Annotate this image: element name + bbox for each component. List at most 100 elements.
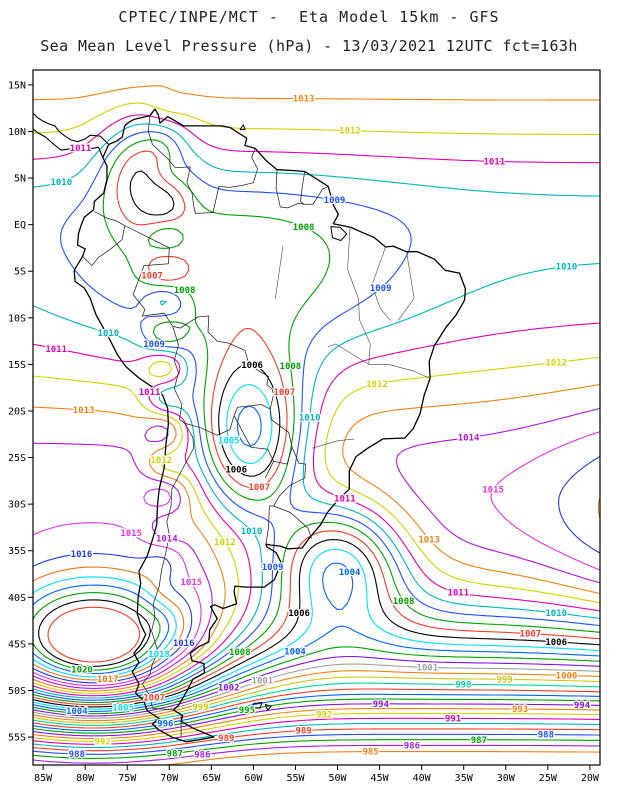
contour-line-995 [32, 698, 601, 734]
island [330, 226, 348, 242]
contour-label-1014: 1014 [156, 535, 178, 545]
contour-label-1015: 1015 [120, 529, 142, 539]
contour-line-1014 [32, 407, 601, 689]
contour-label-1012: 1012 [214, 538, 236, 548]
contour-label-1010: 1010 [299, 414, 321, 424]
contour-label-992: 992 [94, 737, 110, 747]
contour-label-1009: 1009 [370, 284, 392, 294]
contour-label-1010: 1010 [98, 329, 120, 339]
country-border [280, 186, 329, 209]
country-border [184, 404, 271, 436]
contour-label-1016: 1016 [71, 550, 93, 560]
contour-label-1006: 1006 [241, 361, 263, 371]
lat-tick-label: 5N [14, 174, 26, 185]
map-title-model: CPTEC/INPE/MCT - Eta Model 15km - GFS [118, 8, 500, 26]
contour-label-992: 992 [316, 710, 332, 720]
lon-tick-label: 70W [160, 773, 179, 784]
contour-layer [32, 85, 601, 766]
contour-label-1011: 1011 [334, 495, 356, 505]
contour-line-987 [32, 739, 601, 759]
geo-layer [32, 108, 467, 743]
country-border [300, 171, 306, 205]
state-border [312, 438, 355, 449]
country-border [82, 225, 126, 267]
state-border [347, 226, 371, 365]
island [251, 702, 263, 709]
lat-tick-label: 30S [8, 500, 26, 511]
contour-label-1002: 1002 [218, 684, 240, 694]
contour-line-996 [32, 693, 601, 732]
contour-label-1012: 1012 [339, 127, 361, 137]
contour-label-988: 988 [69, 750, 85, 760]
contour-label-1009: 1009 [262, 563, 284, 573]
contour-line-1000 [32, 670, 601, 722]
state-border [328, 343, 369, 365]
contour-line-1003 [32, 646, 601, 715]
contour-line-1020 [32, 592, 161, 671]
contour-label-998: 998 [455, 680, 471, 690]
country-border [193, 148, 259, 214]
country-border [172, 315, 273, 389]
contour-line-1019 [32, 584, 170, 675]
contour-label-1004: 1004 [66, 707, 88, 717]
contour-line-1004 [32, 405, 601, 712]
contour-label-993: 993 [512, 705, 528, 715]
contour-line-991 [32, 717, 601, 745]
lon-tick-label: 20W [581, 773, 600, 784]
contour-label-1005: 1005 [218, 437, 240, 447]
map-frame [32, 69, 601, 766]
lon-tick-label: 55W [286, 773, 305, 784]
contour-label-1015: 1015 [482, 486, 504, 496]
contour-label-1001: 1001 [416, 663, 438, 673]
contour-line-1022 [47, 606, 141, 663]
lat-tick-label: 10S [8, 313, 26, 324]
lon-tick-label: 65W [202, 773, 221, 784]
contour-label-1013: 1013 [418, 535, 440, 545]
contour-line-988 [32, 733, 601, 755]
contour-line-1013 [32, 85, 601, 692]
lat-tick-label: 40S [8, 593, 26, 604]
contour-label-986: 986 [404, 741, 420, 751]
contour-label-1007: 1007 [141, 271, 163, 281]
contour-label-989: 989 [295, 727, 311, 737]
lat-tick-label: 45S [8, 639, 26, 650]
lat-tick-label: 20S [8, 406, 26, 417]
contour-label-1006: 1006 [225, 466, 247, 476]
contour-line-985 [164, 751, 601, 766]
contour-line-1010 [32, 123, 601, 699]
contour-label-1013: 1013 [73, 406, 95, 416]
contour-label-999: 999 [192, 703, 208, 713]
country-border [264, 461, 274, 479]
country-border [275, 169, 281, 208]
contour-line-994 [32, 703, 601, 737]
contour-label-1009: 1009 [143, 340, 165, 350]
contour-line-986 [32, 744, 601, 764]
contour-label-1010: 1010 [545, 609, 567, 619]
lat-tick-label: 25S [8, 453, 26, 464]
lon-tick-label: 80W [76, 773, 95, 784]
contour-line-1021 [38, 599, 151, 667]
contour-label-1001: 1001 [252, 676, 274, 686]
contour-line-1007 [32, 150, 601, 706]
central-america-coastline [32, 128, 104, 158]
contour-label-1012: 1012 [366, 380, 388, 390]
contour-label-1007: 1007 [143, 693, 165, 703]
contour-label-1005: 1005 [112, 704, 134, 714]
country-border [172, 326, 185, 424]
contour-label-1012: 1012 [545, 358, 567, 368]
country-border [265, 505, 274, 545]
lat-tick-label: 35S [8, 546, 26, 557]
south-america-coastline [73, 108, 467, 743]
contour-label-1007: 1007 [248, 483, 270, 493]
contour-line-999 [32, 676, 601, 724]
island [239, 123, 246, 131]
contour-label-987: 987 [167, 749, 183, 759]
contour-label-1008: 1008 [393, 597, 415, 607]
contour-line-1015 [32, 431, 601, 687]
map-title-field: Sea Mean Level Pressure (hPa) - 13/03/20… [40, 37, 578, 55]
contour-label-1008: 1008 [229, 648, 251, 658]
contour-label-1007: 1007 [520, 630, 542, 640]
contour-line-1011 [32, 114, 601, 697]
state-border [397, 251, 415, 321]
contour-line-1006 [32, 170, 601, 708]
